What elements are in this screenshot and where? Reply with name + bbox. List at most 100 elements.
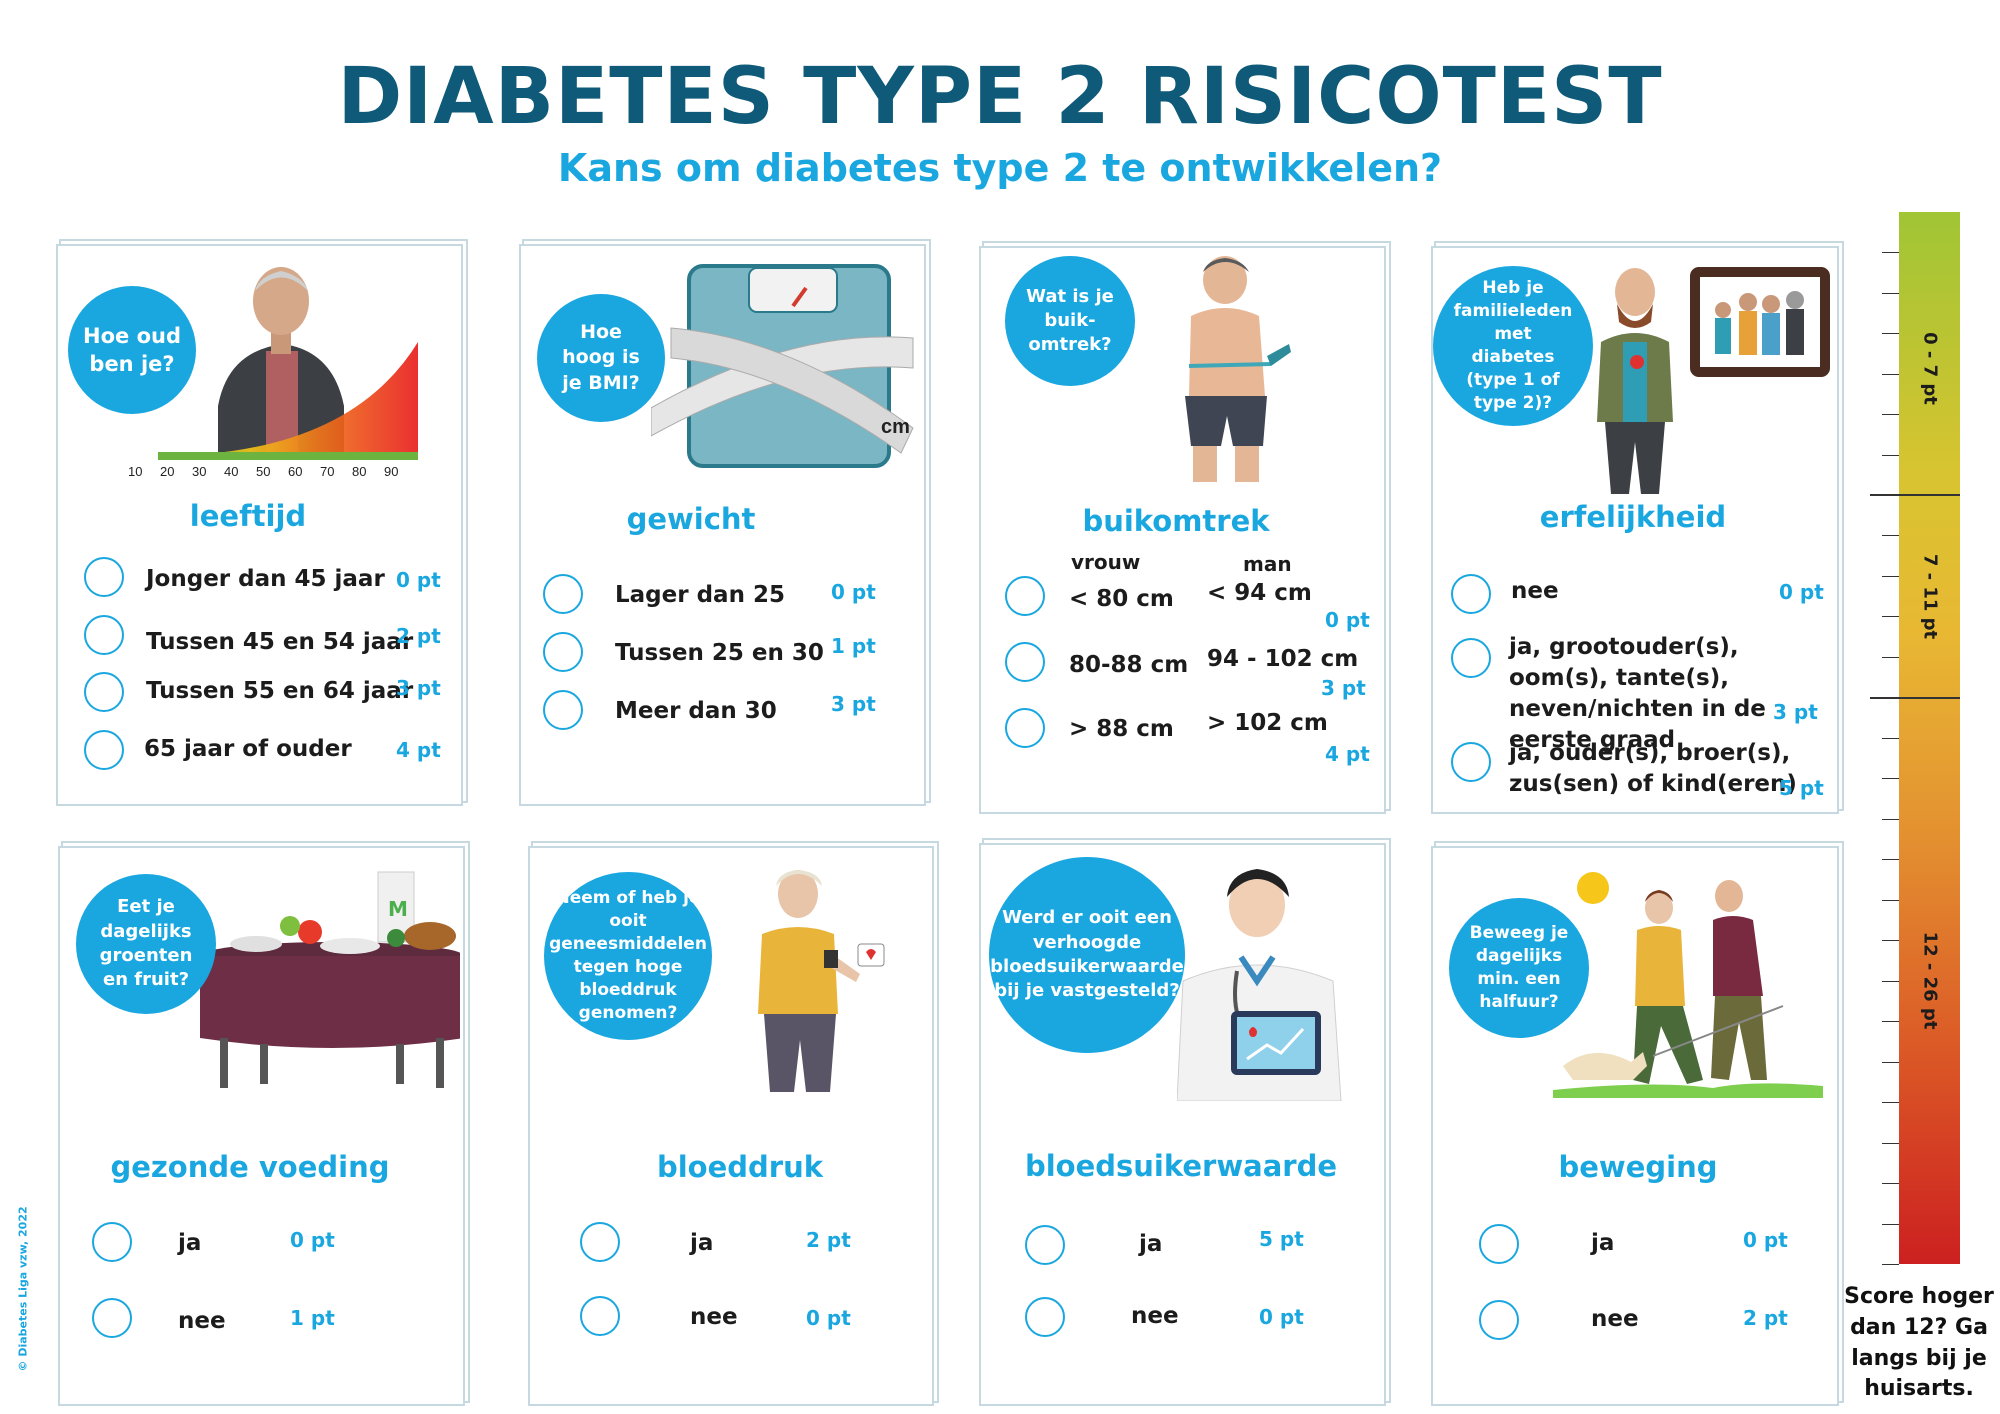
column-man: man xyxy=(1243,552,1292,576)
option-label: Lager dan 25 xyxy=(615,582,785,608)
option-label: ja xyxy=(1591,1230,1615,1256)
option-points: 3 pt xyxy=(396,676,441,700)
option-points: 1 pt xyxy=(290,1306,335,1330)
option-radio[interactable] xyxy=(543,574,583,614)
card-heading: buikomtrek xyxy=(1082,504,1270,538)
option-radio[interactable] xyxy=(92,1298,132,1338)
option-radio[interactable] xyxy=(543,632,583,672)
question-text: Werd er ooit een verhoogde bloedsuikerwa… xyxy=(990,907,1184,1002)
option-points: 0 pt xyxy=(831,580,876,604)
question-text: Hoe hoog is je BMI? xyxy=(562,320,640,394)
option-radio[interactable] xyxy=(92,1222,132,1262)
option-points: 3 pt xyxy=(1773,700,1818,724)
option-points: 0 pt xyxy=(806,1306,851,1330)
card-heading: bloeddruk xyxy=(656,1150,824,1184)
option-radio[interactable] xyxy=(580,1222,620,1262)
card-bloeddruk: Neem of heb je ooit geneesmiddelen tegen… xyxy=(528,846,934,1406)
age-tick: 20 xyxy=(160,464,175,479)
option-points: 1 pt xyxy=(831,634,876,658)
option-label: nee xyxy=(1511,578,1559,604)
card-heading: bloedsuikerwaarde xyxy=(1024,1149,1338,1183)
card-bloedsuiker: Werd er ooit een verhoogde bloedsuikerwa… xyxy=(979,843,1386,1406)
option-label: ja xyxy=(178,1230,202,1256)
question-text: Beweeg je dagelijks min. een halfuur? xyxy=(1469,923,1569,1012)
card-heading: erfelijkheid xyxy=(1539,500,1727,534)
card-gewicht: cm Hoe hoog is je BMI? gewicht Lager dan… xyxy=(519,244,926,806)
couple-walking-dog-illustration xyxy=(1553,872,1823,1098)
option-radio[interactable] xyxy=(543,690,583,730)
option-label: Tussen 45 en 54 jaar xyxy=(146,629,414,655)
option-label: Jonger dan 45 jaar xyxy=(146,566,385,592)
option-points: 3 pt xyxy=(831,692,876,716)
card-erfelijkheid: Heb je familieleden met diabetes (type 1… xyxy=(1431,246,1839,814)
option-label: ja xyxy=(1139,1231,1163,1257)
scale-range-high: 12 - 26 pt xyxy=(1919,931,1941,1030)
age-tick: 30 xyxy=(192,464,207,479)
age-axis: 10 20 30 40 50 60 70 80 90 xyxy=(128,464,428,484)
score-advice-note: Score hoger dan 12? Ga langs bij je huis… xyxy=(1844,1284,1994,1402)
card-heading: beweging xyxy=(1558,1150,1718,1184)
card-leeftijd: Hoe oud ben je? 10 20 30 40 50 60 70 80 … xyxy=(56,244,463,806)
copyright-notice: © Diabetes Liga vzw, 2022 xyxy=(16,1206,30,1372)
question-bubble: Wat is je buik-omtrek? xyxy=(1005,256,1135,386)
question-bubble: Werd er ooit een verhoogde bloedsuikerwa… xyxy=(989,857,1185,1053)
card-heading: gewicht xyxy=(626,502,756,536)
option-radio[interactable] xyxy=(84,672,124,712)
age-tick: 40 xyxy=(224,464,239,479)
column-woman: vrouw xyxy=(1071,550,1141,574)
age-tick: 70 xyxy=(320,464,335,479)
option-label: ja, grootouder(s), oom(s), tante(s), nev… xyxy=(1509,634,1766,754)
woman-blood-pressure-illustration xyxy=(758,870,885,1092)
option-radio[interactable] xyxy=(84,557,124,597)
option-points: 4 pt xyxy=(1325,742,1370,766)
option-radio[interactable] xyxy=(580,1296,620,1336)
man-with-family-portrait-illustration xyxy=(1597,267,1830,494)
option-man-value: > 102 cm xyxy=(1207,710,1328,736)
option-points: 3 pt xyxy=(1321,676,1366,700)
score-scale-bar xyxy=(1899,212,1960,1264)
option-woman-value: > 88 cm xyxy=(1069,716,1174,742)
option-points: 4 pt xyxy=(396,738,441,762)
option-man-value: 94 - 102 cm xyxy=(1207,646,1359,672)
option-radio[interactable] xyxy=(1025,1297,1065,1337)
question-bubble: Neem of heb je ooit geneesmiddelen tegen… xyxy=(544,872,712,1040)
option-radio[interactable] xyxy=(1025,1225,1065,1265)
option-radio[interactable] xyxy=(1005,708,1045,748)
elderly-man-age-curve-illustration xyxy=(158,267,418,460)
option-points: 0 pt xyxy=(1743,1228,1788,1252)
option-points: 0 pt xyxy=(1779,580,1824,604)
option-radio[interactable] xyxy=(1479,1224,1519,1264)
option-points: 2 pt xyxy=(806,1228,851,1252)
option-radio[interactable] xyxy=(1005,642,1045,682)
question-bubble: Hoe oud ben je? xyxy=(68,286,196,414)
question-text: Eet je dagelijks groenten en fruit? xyxy=(99,896,193,991)
age-tick: 50 xyxy=(256,464,271,479)
card-beweging: Beweeg je dagelijks min. een halfuur? be… xyxy=(1431,846,1839,1406)
doctor-with-tablet-illustration xyxy=(1177,869,1342,1101)
option-points: 2 pt xyxy=(396,624,441,648)
man-measuring-waist-illustration xyxy=(1185,256,1291,482)
option-label: nee xyxy=(690,1304,738,1330)
question-bubble: Beweeg je dagelijks min. een halfuur? xyxy=(1449,898,1589,1038)
option-radio[interactable] xyxy=(1451,574,1491,614)
option-points: 0 pt xyxy=(396,568,441,592)
scale-range-low: 0 - 7 pt xyxy=(1919,332,1941,405)
option-radio[interactable] xyxy=(1451,742,1491,782)
age-tick: 80 xyxy=(352,464,367,479)
option-radio[interactable] xyxy=(84,615,124,655)
tape-unit-label: cm xyxy=(881,416,910,438)
option-label: nee xyxy=(1591,1306,1639,1332)
option-radio[interactable] xyxy=(1451,638,1491,678)
option-label: Meer dan 30 xyxy=(615,698,777,724)
option-label: nee xyxy=(1131,1303,1179,1329)
option-radio[interactable] xyxy=(1479,1300,1519,1340)
option-radio[interactable] xyxy=(84,730,124,770)
age-tick: 60 xyxy=(288,464,303,479)
option-man-value: < 94 cm xyxy=(1207,580,1312,606)
option-woman-value: 80-88 cm xyxy=(1069,652,1189,678)
option-points: 0 pt xyxy=(290,1228,335,1252)
option-label: 65 jaar of ouder xyxy=(144,736,352,762)
option-radio[interactable] xyxy=(1005,576,1045,616)
question-text: Heb je familieleden met diabetes (type 1… xyxy=(1453,278,1573,413)
card-heading: gezonde voeding xyxy=(110,1150,390,1184)
